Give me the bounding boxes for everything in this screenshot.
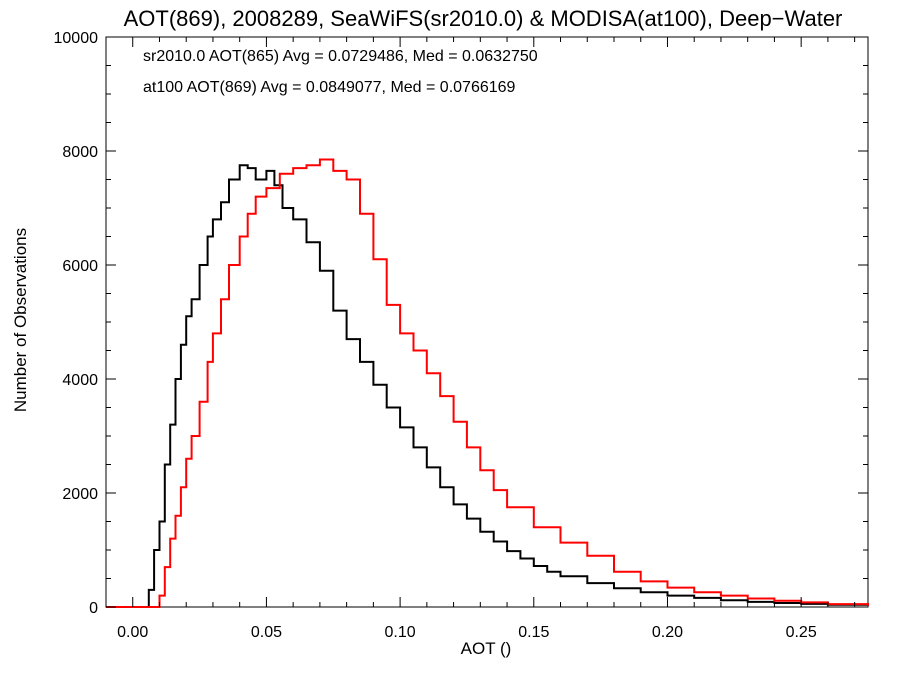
x-tick-label: 0.05	[251, 624, 282, 641]
axes-layer: 0.00 0.05 0.10 0.15 0.20 0.25 0 2000 4000 6000 800…	[54, 30, 868, 641]
annotation-at100: at100 AOT(869) Avg = 0.0849077, Med = 0.…	[143, 79, 516, 96]
annotation-sr2010: sr2010.0 AOT(865) Avg = 0.0729486, Med =…	[143, 48, 538, 65]
x-axis-label: AOT ()	[461, 639, 512, 658]
x-tick-label: 0.15	[518, 624, 549, 641]
series-line-0	[106, 164, 869, 608]
y-tick-label: 4000	[62, 372, 98, 389]
x-tick-label: 0.00	[117, 624, 148, 641]
y-tick-label: 2000	[62, 486, 98, 503]
chart-title: AOT(869), 2008289, SeaWiFS(sr2010.0) & M…	[124, 6, 843, 31]
y-tick-label: 10000	[54, 30, 99, 47]
x-tick-label: 0.10	[385, 624, 416, 641]
y-axis-label: Number of Observations	[11, 228, 30, 412]
x-tick-label: 0.25	[786, 624, 817, 641]
y-tick-label: 8000	[62, 144, 98, 161]
x-tick-label: 0.20	[652, 624, 683, 641]
y-tick-label: 0	[89, 600, 98, 617]
series-layer	[106, 158, 869, 608]
series-line-1	[106, 158, 869, 608]
y-tick-label: 6000	[62, 258, 98, 275]
